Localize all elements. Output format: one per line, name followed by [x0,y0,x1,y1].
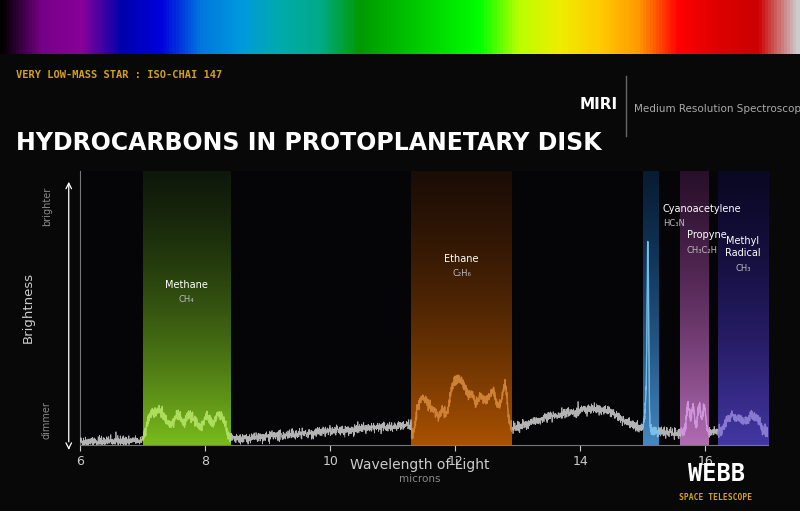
Text: Cyanoacetylene: Cyanoacetylene [663,204,742,214]
Text: Ethane: Ethane [444,253,478,264]
Text: microns: microns [399,474,441,484]
Text: VERY LOW-MASS STAR : ISO-CHAI 147: VERY LOW-MASS STAR : ISO-CHAI 147 [16,70,222,80]
Text: HC₃N: HC₃N [663,219,685,228]
Text: C₂H₆: C₂H₆ [452,269,471,278]
Text: WEBB: WEBB [687,462,745,486]
Text: SPACE TELESCOPE: SPACE TELESCOPE [679,493,753,502]
Text: Medium Resolution Spectroscopy: Medium Resolution Spectroscopy [634,104,800,113]
Text: Methane: Methane [165,280,208,290]
Text: CH₃C₂H: CH₃C₂H [686,245,718,254]
Text: Methyl
Radical: Methyl Radical [725,236,761,259]
Text: MIRI: MIRI [580,97,618,111]
Text: Wavelength of Light: Wavelength of Light [350,458,490,472]
Text: Brightness: Brightness [22,272,35,343]
Text: HYDROCARBONS IN PROTOPLANETARY DISK: HYDROCARBONS IN PROTOPLANETARY DISK [16,131,602,155]
Text: CH₃: CH₃ [735,264,750,273]
Text: CH₄: CH₄ [178,295,194,304]
Text: brighter: brighter [42,187,52,226]
Text: dimmer: dimmer [42,401,52,439]
Text: Propyne: Propyne [686,230,726,240]
